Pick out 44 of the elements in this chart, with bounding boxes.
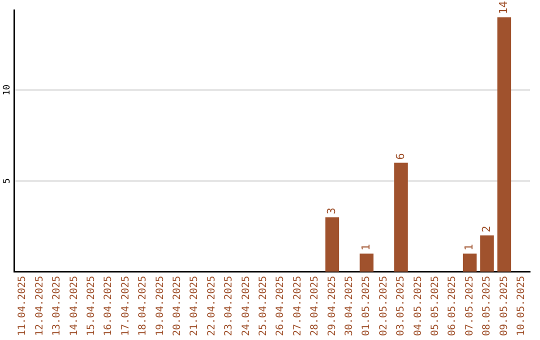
x-tick-label: 25.04.2025 bbox=[258, 276, 269, 336]
x-tick-label: 16.04.2025 bbox=[103, 276, 114, 336]
x-tick-label: 28.04.2025 bbox=[310, 276, 321, 336]
data-label: 6 bbox=[394, 153, 407, 160]
x-tick-label: 13.04.2025 bbox=[52, 276, 63, 336]
x-tick-label: 17.04.2025 bbox=[120, 276, 132, 336]
x-tick-label: 11.04.2025 bbox=[17, 276, 28, 336]
x-tick-label: 23.04.2025 bbox=[224, 276, 235, 336]
x-tick-label: 07.05.2025 bbox=[464, 276, 476, 336]
x-tick-label: 04.05.2025 bbox=[412, 276, 424, 336]
x-tick-label: 29.04.2025 bbox=[326, 276, 338, 336]
bar bbox=[480, 235, 494, 272]
x-tick-label: 26.04.2025 bbox=[275, 276, 286, 336]
bar bbox=[360, 254, 374, 272]
x-tick-label: 22.04.2025 bbox=[206, 276, 218, 336]
x-tick-label: 20.04.2025 bbox=[172, 276, 183, 336]
x-tick-label: 10.05.2025 bbox=[516, 276, 527, 336]
data-label: 1 bbox=[462, 244, 476, 251]
y-tick-label: 10 bbox=[2, 84, 12, 96]
x-tick-label: 08.05.2025 bbox=[482, 276, 493, 336]
x-tick-label: 27.04.2025 bbox=[292, 276, 304, 336]
bar bbox=[325, 217, 340, 272]
x-tick-label: 18.04.2025 bbox=[138, 276, 149, 336]
x-tick-label: 06.05.2025 bbox=[447, 276, 458, 336]
data-label: 1 bbox=[359, 244, 372, 251]
x-tick-label: 02.05.2025 bbox=[378, 276, 390, 336]
x-tick-label: 01.05.2025 bbox=[361, 276, 372, 336]
x-tick-label: 03.05.2025 bbox=[396, 276, 407, 336]
x-tick-label: 09.05.2025 bbox=[498, 276, 510, 336]
data-label: 14 bbox=[497, 0, 510, 14]
x-tick-label: 21.04.2025 bbox=[189, 276, 200, 336]
bar bbox=[462, 254, 477, 272]
data-label: 2 bbox=[480, 226, 493, 232]
x-tick-label: 12.04.2025 bbox=[34, 276, 46, 336]
data-label: 3 bbox=[325, 208, 338, 214]
bar bbox=[394, 162, 408, 272]
y-tick-label: 5 bbox=[2, 178, 12, 184]
x-tick-label: 05.05.2025 bbox=[430, 276, 441, 336]
x-tick-label: 30.04.2025 bbox=[344, 276, 355, 336]
x-tick-label: 19.04.2025 bbox=[154, 276, 166, 336]
x-tick-label: 14.04.2025 bbox=[68, 276, 80, 336]
x-tick-label: 15.04.2025 bbox=[86, 276, 97, 336]
bar bbox=[497, 17, 512, 272]
x-tick-label: 24.04.2025 bbox=[240, 276, 252, 336]
